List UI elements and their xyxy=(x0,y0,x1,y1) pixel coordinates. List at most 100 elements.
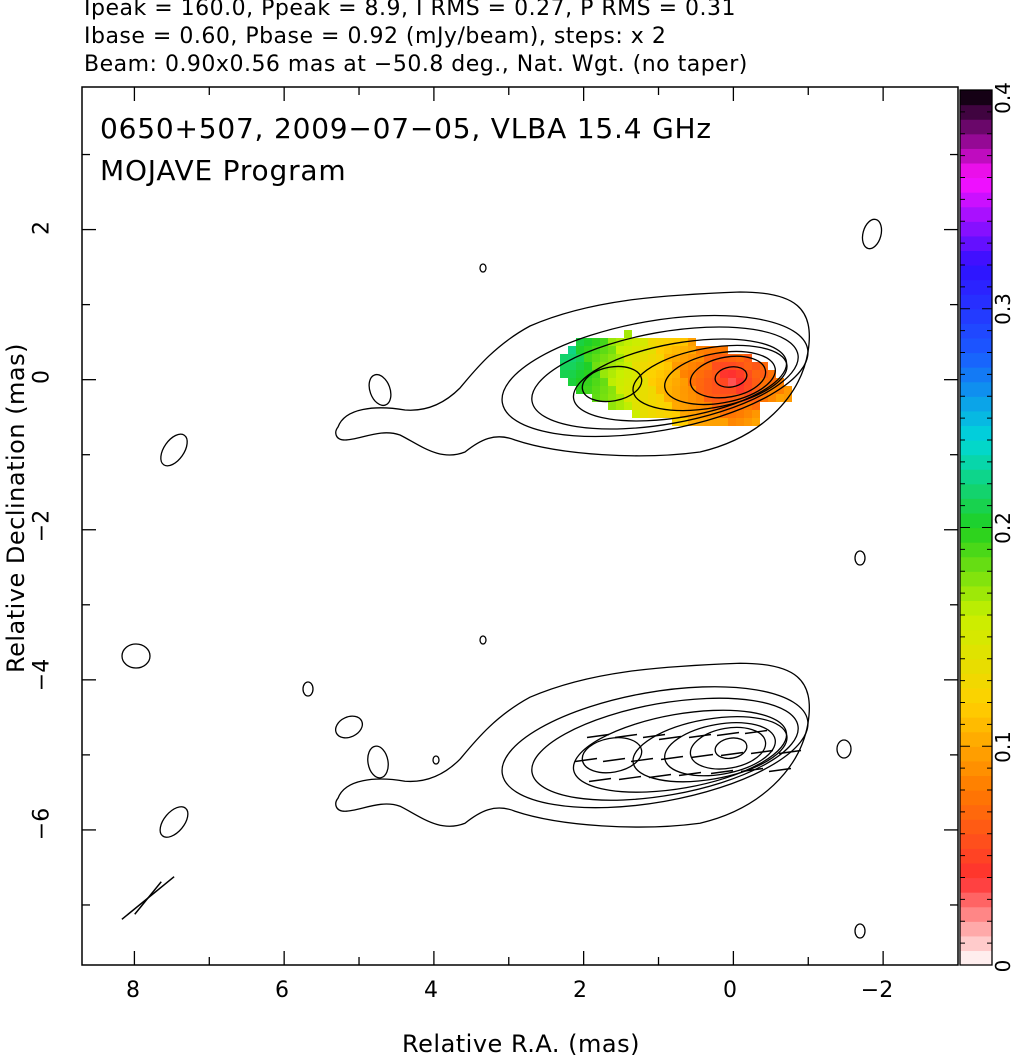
polarization-pixel xyxy=(736,386,744,394)
polarization-pixel xyxy=(728,402,736,410)
polarization-pixel xyxy=(688,418,696,426)
contour-line xyxy=(664,722,776,777)
polarization-pixel xyxy=(704,402,712,410)
polarization-pixel xyxy=(616,386,624,394)
polarization-pixel xyxy=(672,338,680,346)
contour-line xyxy=(632,344,788,412)
polarization-pixel xyxy=(664,402,672,410)
contour-line xyxy=(501,686,809,809)
polarization-pixel xyxy=(680,410,688,418)
x-axis-label: Relative R.A. (mas) xyxy=(402,1030,640,1058)
contour-line xyxy=(664,350,776,406)
contour-line xyxy=(572,709,788,793)
polarization-pixel xyxy=(600,338,608,346)
evpa-vector xyxy=(658,735,682,741)
polarization-pixel xyxy=(664,354,672,362)
colorbar-tick-label: 0.2 xyxy=(991,512,1015,544)
y-axis-label: Relative Declination (mas) xyxy=(2,342,30,674)
colorbar-segment xyxy=(960,527,992,543)
polarization-pixel xyxy=(576,354,584,362)
polarization-pixel xyxy=(736,354,744,362)
polarization-pixel xyxy=(568,362,576,370)
polarization-pixel xyxy=(592,370,600,378)
polarization-pixel xyxy=(672,394,680,402)
contour-line xyxy=(479,635,487,645)
polarization-pixel xyxy=(760,378,768,386)
polarization-pixel xyxy=(592,346,600,354)
colorbar-segment xyxy=(960,877,992,893)
polarization-pixel xyxy=(648,402,656,410)
polarization-pixel xyxy=(720,410,728,418)
polarization-pixel xyxy=(664,346,672,354)
polarization-pixel xyxy=(728,362,736,370)
colorbar-segment xyxy=(960,206,992,222)
polarization-pixel xyxy=(608,402,616,410)
polarization-pixel xyxy=(616,394,624,402)
polarization-pixel xyxy=(624,330,632,338)
polarization-pixel xyxy=(624,354,632,362)
polarization-pixel xyxy=(688,370,696,378)
polarization-pixel xyxy=(672,402,680,410)
polarization-pixel xyxy=(752,402,760,410)
polarization-pixel xyxy=(632,402,640,410)
contour-line xyxy=(836,739,852,759)
polarization-pixel xyxy=(584,354,592,362)
contour-line xyxy=(854,923,866,939)
polarization-pixel xyxy=(592,386,600,394)
colorbar-segment xyxy=(960,848,992,864)
y-tick-label: 0 xyxy=(29,370,55,384)
polarization-pixel xyxy=(736,362,744,370)
polarization-pixel xyxy=(640,386,648,394)
polarization-pixel xyxy=(592,394,600,402)
polarization-pixel xyxy=(760,370,768,378)
evpa-vector xyxy=(614,733,638,739)
polarization-pixel xyxy=(728,394,736,402)
colorbar-segment xyxy=(960,498,992,514)
polarization-pixel xyxy=(672,410,680,418)
colorbar-segment xyxy=(960,235,992,252)
polarization-pixel xyxy=(664,338,672,346)
polarization-pixel xyxy=(584,386,592,394)
colorbar-segment xyxy=(960,687,992,704)
polarization-pixel xyxy=(704,394,712,402)
polarization-pixel xyxy=(624,394,632,402)
polarization-pixel xyxy=(616,338,624,346)
polarization-pixel xyxy=(752,378,760,386)
colorbar-tick-label: 0.1 xyxy=(991,731,1015,763)
polarization-pixel xyxy=(672,362,680,370)
polarization-pixel xyxy=(712,418,720,426)
polarization-pixel xyxy=(776,386,784,394)
polarization-pixel xyxy=(568,354,576,362)
polarization-pixel xyxy=(696,378,704,386)
polarization-pixel xyxy=(592,354,600,362)
polarization-pixel xyxy=(680,402,688,410)
contour-line xyxy=(160,433,188,467)
polarization-pixel xyxy=(568,346,576,354)
contour-line xyxy=(368,373,392,407)
polarization-pixel xyxy=(736,418,744,426)
x-tick-label: −2 xyxy=(860,978,894,1003)
polarization-pixel xyxy=(624,346,632,354)
evpa-vector xyxy=(716,731,740,737)
colorbar xyxy=(959,89,993,966)
colorbar-segment xyxy=(960,119,992,135)
polarization-pixel xyxy=(632,362,640,370)
polarization-map xyxy=(560,330,792,426)
polarization-pixel xyxy=(672,378,680,386)
polarization-pixel xyxy=(696,362,704,370)
colorbar-segment xyxy=(960,571,992,587)
polarization-pixel xyxy=(688,402,696,410)
colorbar-segment xyxy=(960,512,992,529)
evpa-vector xyxy=(710,769,734,775)
polarization-pixel xyxy=(608,362,616,370)
colorbar-segment xyxy=(960,352,992,368)
polarization-pixel xyxy=(616,402,624,410)
polarization-pixel xyxy=(624,370,632,378)
polarization-pixel xyxy=(680,354,688,362)
colorbar-segment xyxy=(960,760,992,777)
colorbar-segment xyxy=(960,542,992,558)
polarization-pixel xyxy=(632,346,640,354)
header-line-1: Ipeak = 160.0, Ppeak = 8.9, I RMS = 0.27… xyxy=(84,0,736,21)
colorbar-segment xyxy=(960,483,992,499)
evpa-vector xyxy=(586,733,610,739)
